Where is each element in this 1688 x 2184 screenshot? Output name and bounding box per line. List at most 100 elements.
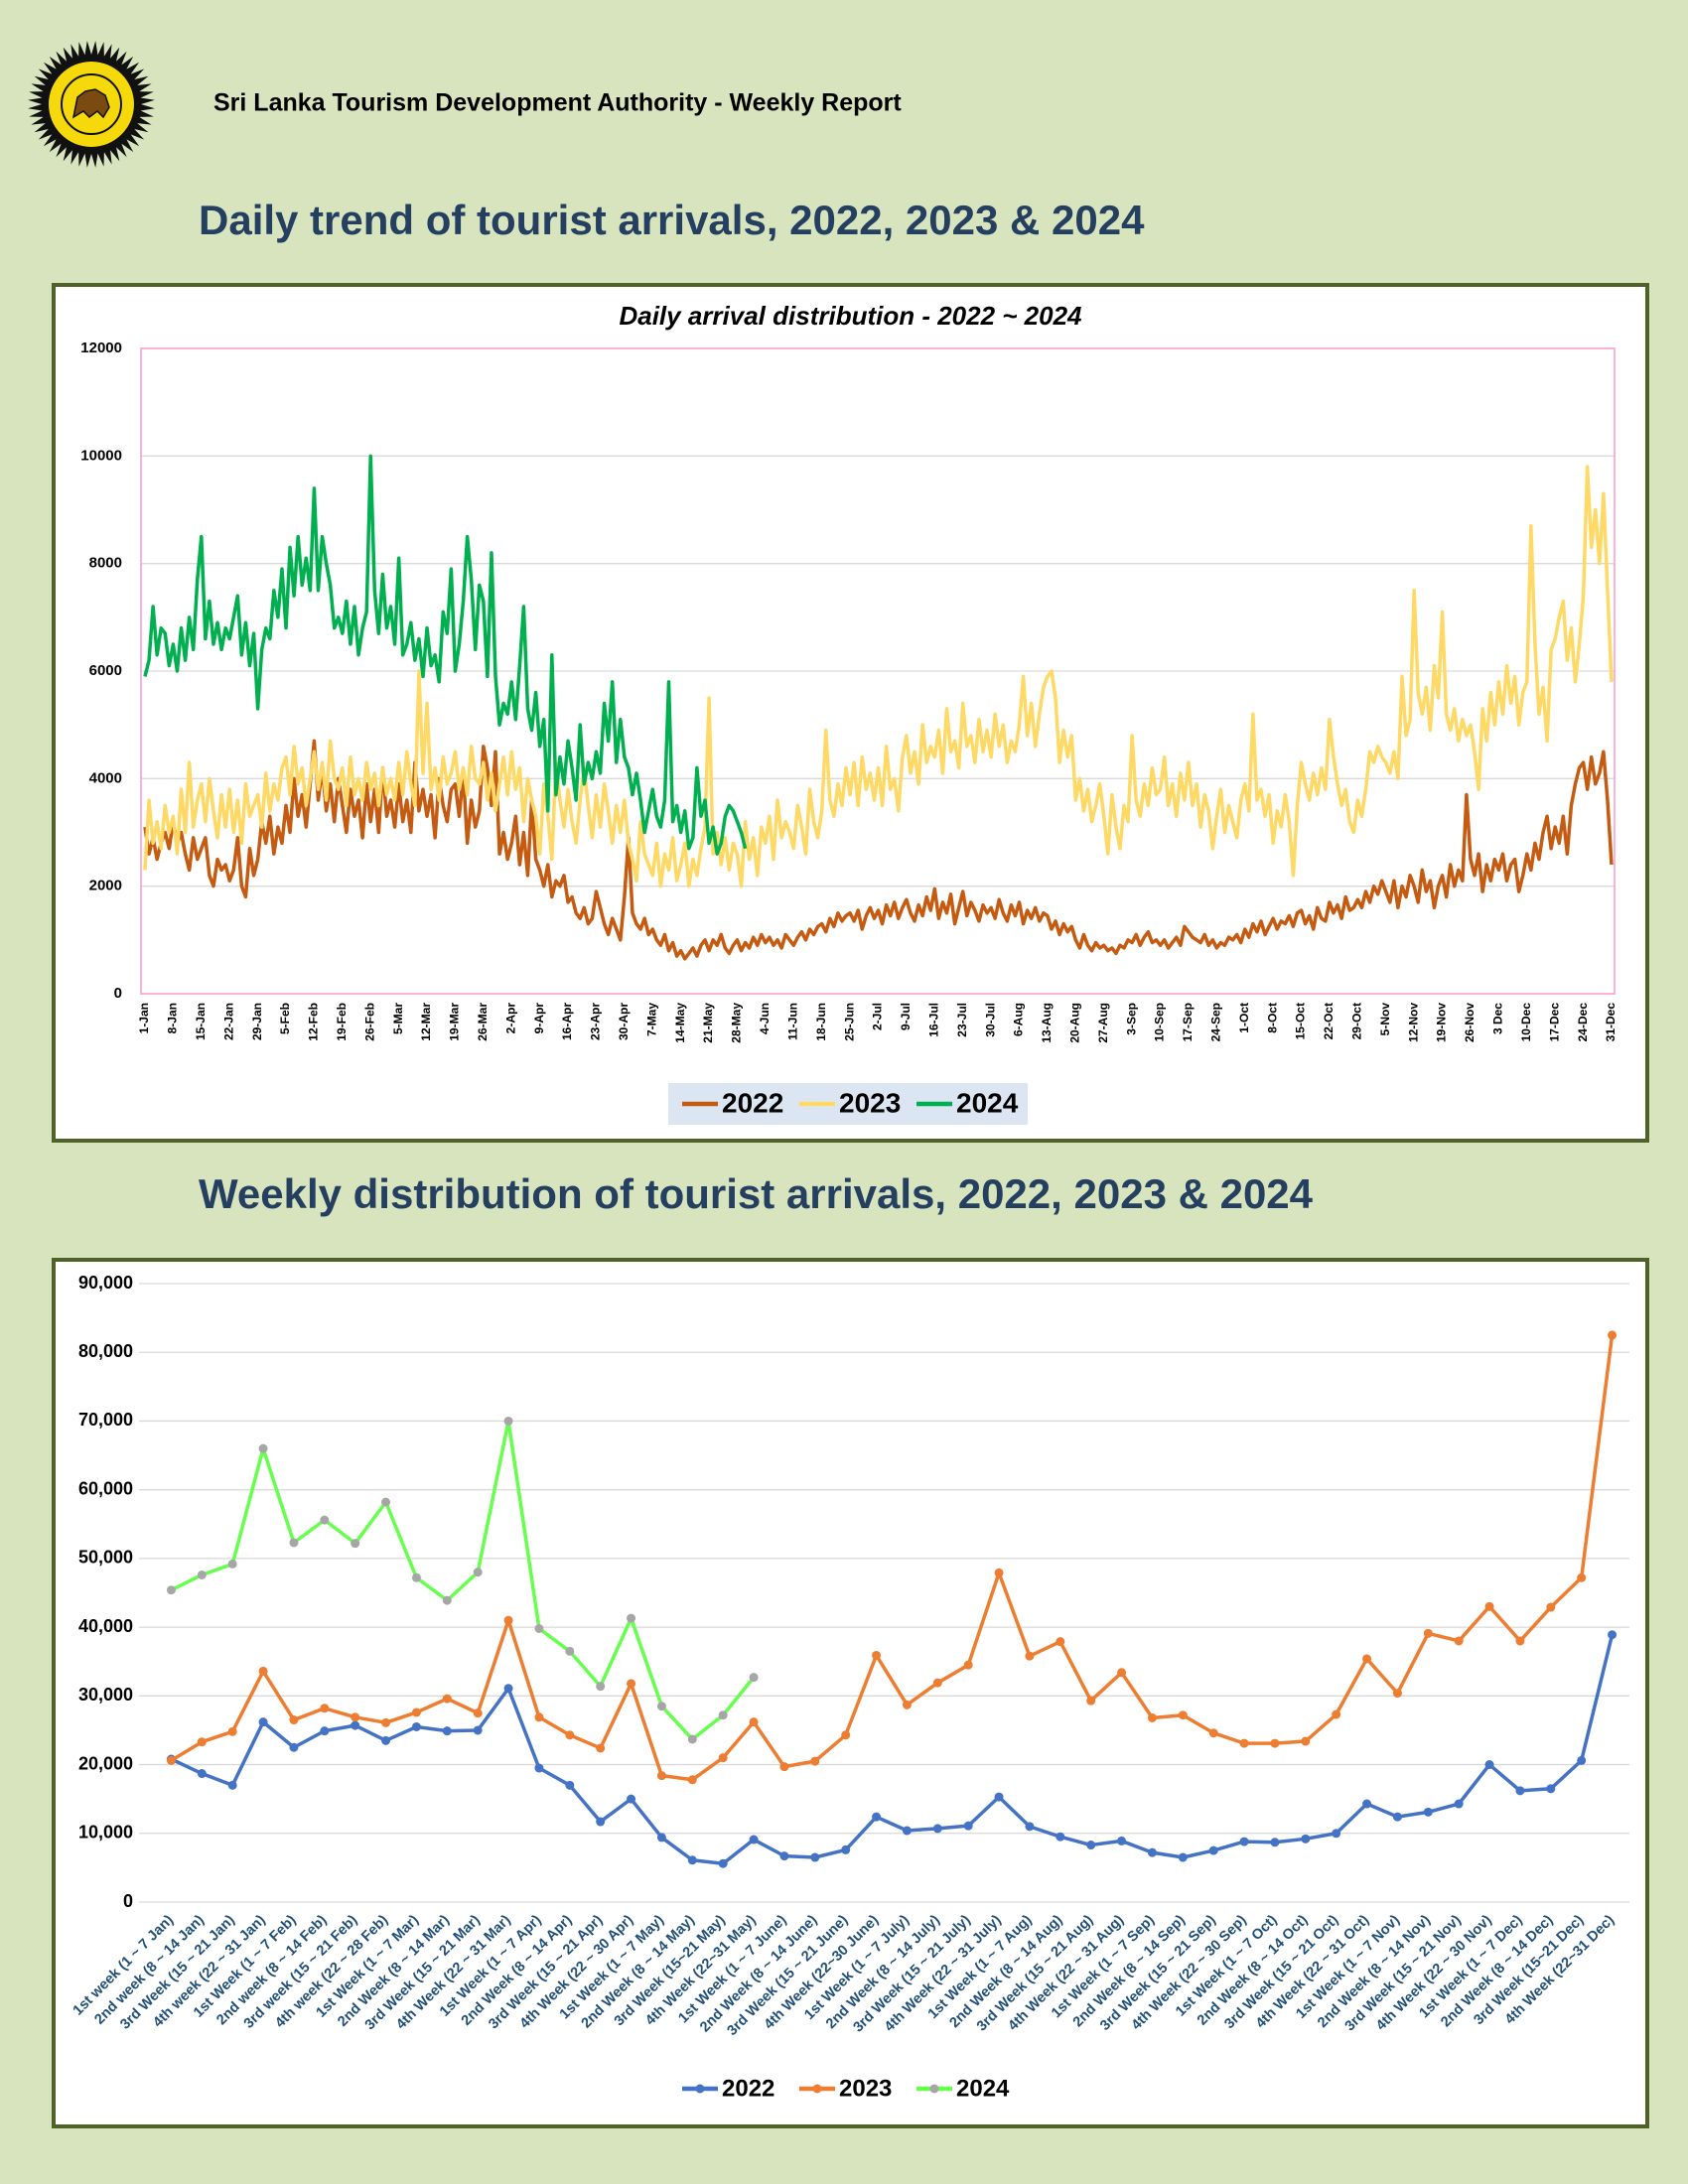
series-line [143, 465, 1614, 888]
series-marker [656, 1771, 666, 1781]
series-marker [1332, 1709, 1341, 1719]
legend-label: 2023 [839, 1087, 901, 1118]
series-marker [718, 1710, 728, 1720]
series-marker [1454, 1636, 1464, 1646]
series-marker [1270, 1838, 1280, 1847]
x-tick-label: 30-Jul [983, 1003, 997, 1037]
series-marker [749, 1835, 759, 1844]
series-marker [627, 1613, 636, 1623]
series-marker [627, 1679, 636, 1689]
series-marker [1577, 1572, 1587, 1582]
series-marker [1086, 1841, 1096, 1850]
series-marker [596, 1817, 606, 1827]
series-marker [442, 1595, 452, 1605]
series-line [143, 739, 1614, 961]
series-marker [841, 1730, 851, 1740]
series-marker [503, 1684, 513, 1694]
series-marker [656, 1702, 666, 1711]
series-marker [994, 1792, 1004, 1802]
series-marker [320, 1515, 330, 1525]
x-tick-label: 21-May [701, 1003, 715, 1043]
series-marker [351, 1539, 360, 1549]
series-marker [1332, 1829, 1341, 1839]
x-tick-label: 22-Jan [221, 1003, 235, 1040]
series-marker [381, 1497, 391, 1507]
x-tick-label: 22-Oct [1322, 1003, 1336, 1039]
daily-chart: Daily arrival distribution - 2022 ~ 2024… [80, 301, 1618, 1125]
series-marker [289, 1715, 299, 1725]
series-marker [258, 1717, 268, 1727]
x-tick-label: 10-Sep [1153, 1003, 1167, 1041]
x-tick-label: 23-Jul [955, 1003, 969, 1037]
x-tick-label: 25-Jun [842, 1003, 856, 1041]
series-marker [411, 1707, 421, 1717]
x-tick-label: 18-Jun [814, 1003, 828, 1041]
x-tick-label: 29-Oct [1350, 1003, 1364, 1039]
x-tick-label: 14-May [673, 1003, 687, 1043]
x-tick-label: 5-Feb [278, 1003, 292, 1034]
series-marker [779, 1762, 789, 1772]
series-marker [687, 1734, 697, 1744]
series-marker [1515, 1636, 1525, 1646]
series-marker [902, 1826, 912, 1836]
x-tick-label: 13-Aug [1040, 1003, 1054, 1043]
series-line [170, 1634, 1615, 1865]
series-marker [1392, 1689, 1402, 1699]
series-marker [718, 1753, 728, 1763]
x-tick-label: 3 Dec [1491, 1003, 1505, 1034]
y-tick-label: 20,000 [78, 1753, 133, 1773]
legend-marker [695, 2084, 705, 2094]
series-marker [1117, 1668, 1127, 1678]
x-tick-label: 12-Nov [1406, 1003, 1420, 1042]
x-tick-label: 2-Jul [871, 1003, 885, 1030]
logo [28, 41, 155, 168]
x-tick-label: 30-Apr [617, 1003, 631, 1040]
series-marker [1025, 1651, 1035, 1661]
series-marker [442, 1726, 452, 1736]
series-marker [1239, 1738, 1249, 1748]
series-marker [810, 1852, 820, 1862]
series-marker [994, 1568, 1004, 1577]
series-marker [320, 1704, 330, 1713]
series-marker [1484, 1760, 1494, 1770]
x-tick-label: 15-Oct [1294, 1003, 1308, 1039]
series-marker [1454, 1799, 1464, 1809]
series-marker [596, 1682, 606, 1692]
x-tick-label: 8-Jan [166, 1003, 180, 1033]
series-marker [1055, 1832, 1065, 1842]
logo-inner-ring [61, 73, 122, 135]
series-marker [381, 1717, 391, 1727]
x-tick-label: 9-Jul [899, 1003, 913, 1030]
series-marker [1546, 1784, 1556, 1794]
series-marker [1239, 1837, 1249, 1846]
x-tick-label: 5-Nov [1378, 1003, 1392, 1036]
x-tick-label: 29-Jan [250, 1003, 264, 1040]
series-marker [1147, 1712, 1157, 1722]
x-tick-label: 2-Apr [503, 1003, 517, 1034]
y-tick-label: 0 [123, 1891, 133, 1911]
series-marker [473, 1708, 483, 1718]
series-marker [166, 1585, 176, 1595]
legend-marker [812, 2084, 822, 2094]
y-tick-label: 90,000 [78, 1273, 133, 1293]
y-tick-label: 10000 [80, 447, 122, 464]
x-tick-label: 19-Mar [448, 1003, 462, 1041]
plot-border [140, 347, 1616, 995]
x-tick-label: 19-Feb [335, 1003, 349, 1041]
series-marker [1178, 1710, 1188, 1720]
y-tick-label: 50,000 [78, 1548, 133, 1568]
series-marker [227, 1726, 237, 1736]
series-marker [534, 1763, 544, 1773]
y-tick-label: 12000 [80, 340, 122, 356]
x-tick-label: 17-Dec [1547, 1003, 1561, 1042]
y-tick-label: 4000 [89, 769, 122, 786]
y-tick-label: 10,000 [78, 1823, 133, 1843]
y-tick-label: 0 [114, 985, 122, 1002]
x-tick-label: 16-Apr [560, 1003, 574, 1040]
series-marker [534, 1623, 544, 1633]
x-tick-label: 10-Dec [1519, 1003, 1533, 1042]
x-tick-label: 24-Sep [1209, 1003, 1223, 1041]
series-marker [1608, 1330, 1618, 1340]
series-marker [166, 1755, 176, 1765]
legend-label: 2024 [956, 1087, 1019, 1118]
